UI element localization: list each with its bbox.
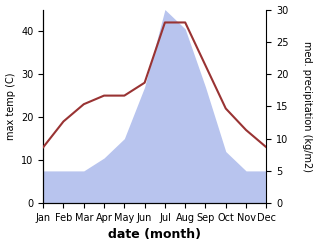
Y-axis label: med. precipitation (kg/m2): med. precipitation (kg/m2): [302, 41, 313, 172]
X-axis label: date (month): date (month): [108, 228, 201, 242]
Y-axis label: max temp (C): max temp (C): [5, 73, 16, 140]
